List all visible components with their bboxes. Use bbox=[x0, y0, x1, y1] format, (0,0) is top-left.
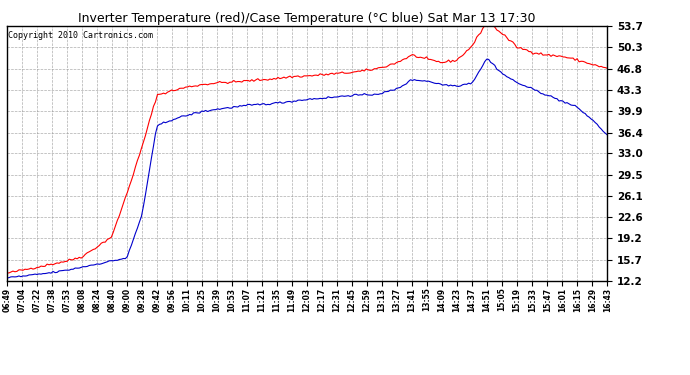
Title: Inverter Temperature (red)/Case Temperature (°C blue) Sat Mar 13 17:30: Inverter Temperature (red)/Case Temperat… bbox=[78, 12, 536, 25]
Text: Copyright 2010 Cartronics.com: Copyright 2010 Cartronics.com bbox=[8, 32, 153, 40]
